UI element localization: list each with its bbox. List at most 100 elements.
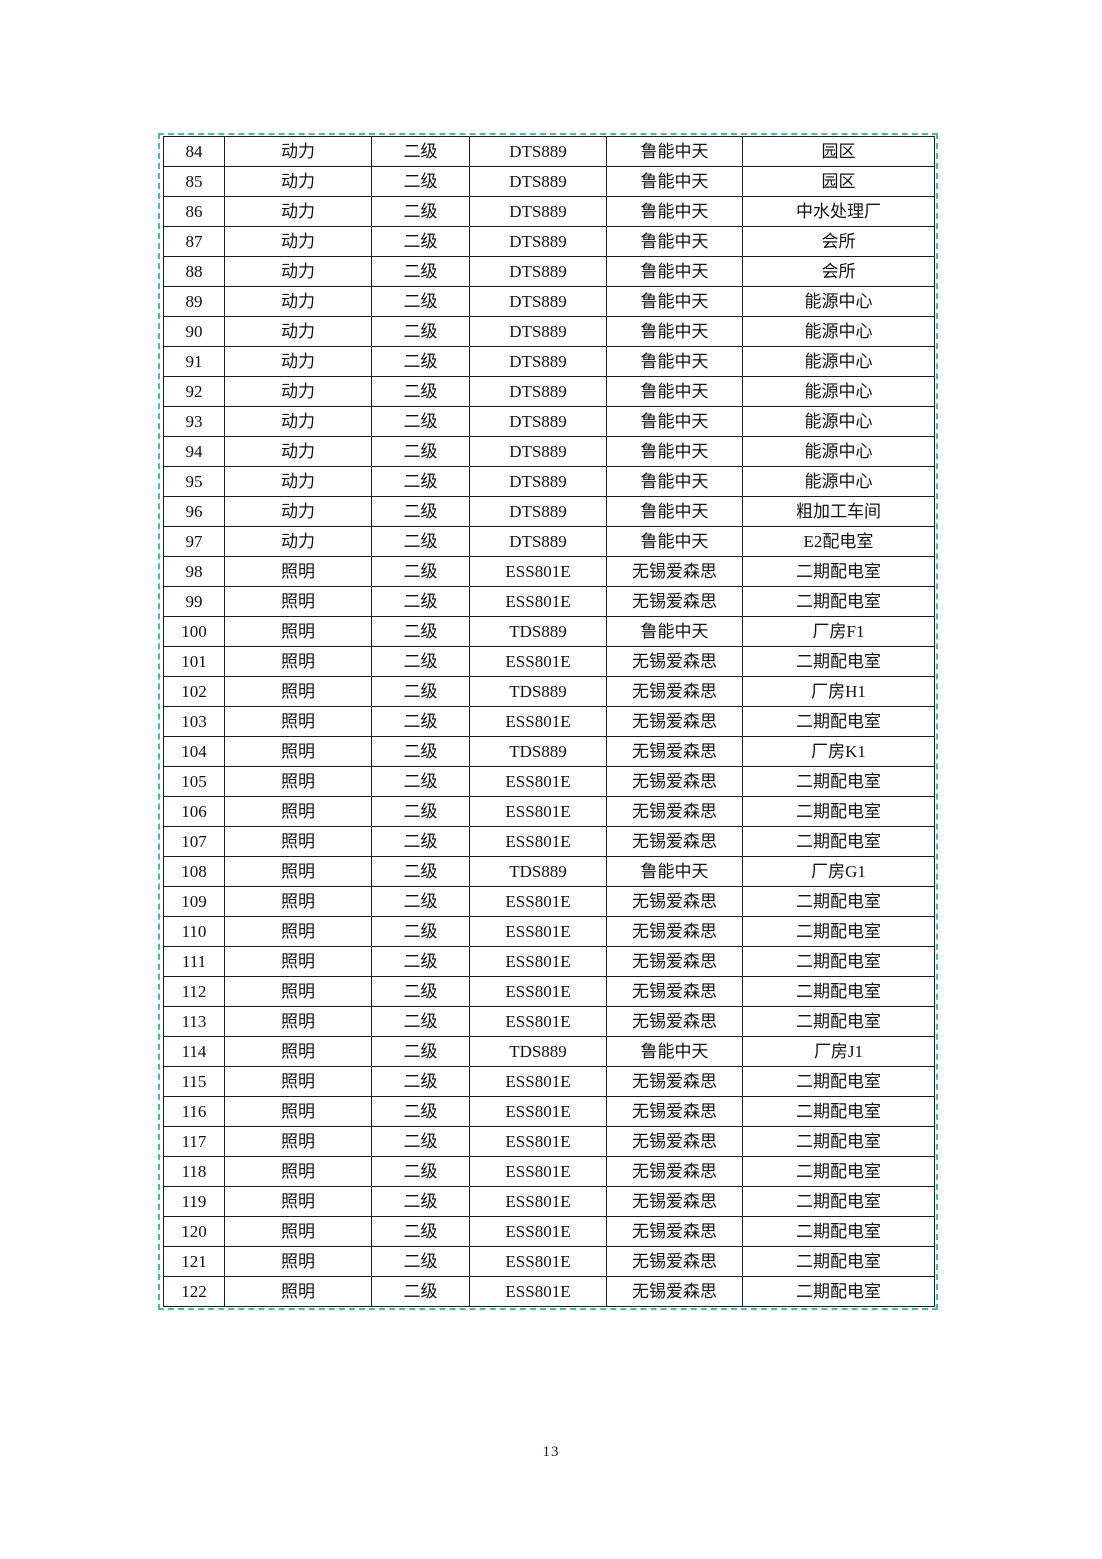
table-cell-index: 99 (163, 586, 225, 617)
table-cell-location: 厂房J1 (742, 1036, 935, 1067)
table-cell-index: 105 (163, 766, 225, 797)
table-cell-index: 102 (163, 676, 225, 707)
table-cell-index: 87 (163, 226, 225, 257)
table-cell-model: ESS801E (469, 946, 607, 977)
table-cell-location: 二期配电室 (742, 1156, 935, 1187)
table-cell-manufacturer: 无锡爱森思 (606, 796, 743, 827)
device-table: 84 动力 二级 DTS889 鲁能中天 园区 85 动力 二级 DTS889 鲁能中天 园区 86 动力… (163, 136, 935, 1307)
table-row: 99 照明 二级 ESS801E 无锡爱森思 二期配电室 (163, 586, 935, 617)
table-cell-index: 103 (163, 706, 225, 737)
table-cell-level: 二级 (371, 316, 470, 347)
table-row: 122 照明 二级 ESS801E 无锡爱森思 二期配电室 (163, 1276, 935, 1307)
table-cell-model: DTS889 (469, 286, 607, 317)
table-cell-model: TDS889 (469, 676, 607, 707)
table-cell-manufacturer: 鲁能中天 (606, 436, 743, 467)
table-cell-location: 二期配电室 (742, 1186, 935, 1217)
table-cell-level: 二级 (371, 1246, 470, 1277)
table-cell-location: 二期配电室 (742, 766, 935, 797)
table-cell-model: ESS801E (469, 766, 607, 797)
table-cell-location: 能源中心 (742, 286, 935, 317)
table-cell-model: ESS801E (469, 1096, 607, 1127)
table-row: 89 动力 二级 DTS889 鲁能中天 能源中心 (163, 286, 935, 317)
table-cell-index: 114 (163, 1036, 225, 1067)
table-row: 102 照明 二级 TDS889 无锡爱森思 厂房H1 (163, 676, 935, 707)
table-cell-index: 95 (163, 466, 225, 497)
table-cell-category: 照明 (224, 706, 372, 737)
table-cell-location: 二期配电室 (742, 1066, 935, 1097)
table-cell-manufacturer: 无锡爱森思 (606, 1216, 743, 1247)
table-cell-model: DTS889 (469, 166, 607, 197)
table-cell-category: 动力 (224, 256, 372, 287)
table-cell-index: 108 (163, 856, 225, 887)
table-cell-manufacturer: 鲁能中天 (606, 616, 743, 647)
table-cell-model: ESS801E (469, 796, 607, 827)
table-row: 101 照明 二级 ESS801E 无锡爱森思 二期配电室 (163, 646, 935, 677)
table-cell-location: 能源中心 (742, 436, 935, 467)
table-row: 97 动力 二级 DTS889 鲁能中天 E2配电室 (163, 526, 935, 557)
table-cell-manufacturer: 无锡爱森思 (606, 1096, 743, 1127)
table-cell-model: DTS889 (469, 526, 607, 557)
table-cell-index: 109 (163, 886, 225, 917)
table-cell-category: 动力 (224, 466, 372, 497)
table-cell-level: 二级 (371, 556, 470, 587)
table-cell-index: 121 (163, 1246, 225, 1277)
table-row: 119 照明 二级 ESS801E 无锡爱森思 二期配电室 (163, 1186, 935, 1217)
table-cell-level: 二级 (371, 526, 470, 557)
table-cell-index: 118 (163, 1156, 225, 1187)
table-row: 84 动力 二级 DTS889 鲁能中天 园区 (163, 136, 935, 167)
table-cell-category: 照明 (224, 616, 372, 647)
table-cell-index: 98 (163, 556, 225, 587)
table-row: 112 照明 二级 ESS801E 无锡爱森思 二期配电室 (163, 976, 935, 1007)
table-cell-manufacturer: 无锡爱森思 (606, 1276, 743, 1307)
table-cell-category: 动力 (224, 526, 372, 557)
table-cell-model: ESS801E (469, 1066, 607, 1097)
table-cell-level: 二级 (371, 226, 470, 257)
table-cell-model: ESS801E (469, 1276, 607, 1307)
table-cell-level: 二级 (371, 346, 470, 377)
table-cell-level: 二级 (371, 1156, 470, 1187)
table-cell-manufacturer: 无锡爱森思 (606, 946, 743, 977)
table-row: 90 动力 二级 DTS889 鲁能中天 能源中心 (163, 316, 935, 347)
table-cell-level: 二级 (371, 646, 470, 677)
table-cell-index: 100 (163, 616, 225, 647)
table-cell-category: 照明 (224, 676, 372, 707)
table-cell-index: 107 (163, 826, 225, 857)
table-row: 118 照明 二级 ESS801E 无锡爱森思 二期配电室 (163, 1156, 935, 1187)
table-row: 95 动力 二级 DTS889 鲁能中天 能源中心 (163, 466, 935, 497)
table-cell-category: 照明 (224, 826, 372, 857)
table-cell-model: DTS889 (469, 226, 607, 257)
table-cell-level: 二级 (371, 196, 470, 227)
table-cell-model: ESS801E (469, 826, 607, 857)
table-cell-manufacturer: 无锡爱森思 (606, 1126, 743, 1157)
table-row: 88 动力 二级 DTS889 鲁能中天 会所 (163, 256, 935, 287)
page-number: 13 (542, 1444, 560, 1460)
table-cell-index: 85 (163, 166, 225, 197)
table-row: 100 照明 二级 TDS889 鲁能中天 厂房F1 (163, 616, 935, 647)
table-cell-category: 动力 (224, 226, 372, 257)
table-row: 116 照明 二级 ESS801E 无锡爱森思 二期配电室 (163, 1096, 935, 1127)
table-cell-category: 照明 (224, 766, 372, 797)
table-cell-manufacturer: 无锡爱森思 (606, 916, 743, 947)
table-cell-level: 二级 (371, 1126, 470, 1157)
table-cell-level: 二级 (371, 796, 470, 827)
table-cell-level: 二级 (371, 1276, 470, 1307)
device-table-region: 84 动力 二级 DTS889 鲁能中天 园区 85 动力 二级 DTS889 鲁能中天 园区 86 动力… (158, 133, 938, 1310)
table-cell-manufacturer: 无锡爱森思 (606, 1006, 743, 1037)
table-cell-location: 能源中心 (742, 376, 935, 407)
table-cell-location: 二期配电室 (742, 1276, 935, 1307)
table-cell-location: 会所 (742, 226, 935, 257)
table-cell-location: 二期配电室 (742, 586, 935, 617)
table-cell-category: 照明 (224, 1126, 372, 1157)
table-cell-manufacturer: 鲁能中天 (606, 166, 743, 197)
table-row: 109 照明 二级 ESS801E 无锡爱森思 二期配电室 (163, 886, 935, 917)
table-cell-index: 112 (163, 976, 225, 1007)
table-cell-location: 厂房H1 (742, 676, 935, 707)
table-row: 103 照明 二级 ESS801E 无锡爱森思 二期配电室 (163, 706, 935, 737)
table-cell-model: TDS889 (469, 1036, 607, 1067)
table-cell-level: 二级 (371, 946, 470, 977)
table-cell-level: 二级 (371, 766, 470, 797)
table-cell-model: ESS801E (469, 1006, 607, 1037)
table-cell-category: 照明 (224, 736, 372, 767)
table-cell-manufacturer: 鲁能中天 (606, 466, 743, 497)
table-cell-category: 照明 (224, 586, 372, 617)
